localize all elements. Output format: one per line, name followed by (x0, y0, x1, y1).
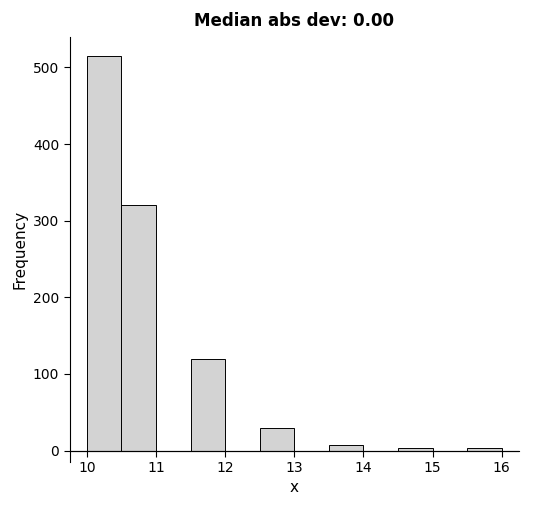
Bar (329, 445, 363, 450)
Y-axis label: Frequency: Frequency (12, 210, 27, 289)
Bar (259, 427, 294, 450)
Bar (87, 56, 121, 450)
Bar (467, 448, 502, 450)
Bar (121, 205, 156, 450)
Bar (190, 359, 225, 450)
Title: Median abs dev: 0.00: Median abs dev: 0.00 (194, 12, 394, 29)
Bar (398, 448, 432, 450)
X-axis label: x: x (290, 480, 299, 496)
